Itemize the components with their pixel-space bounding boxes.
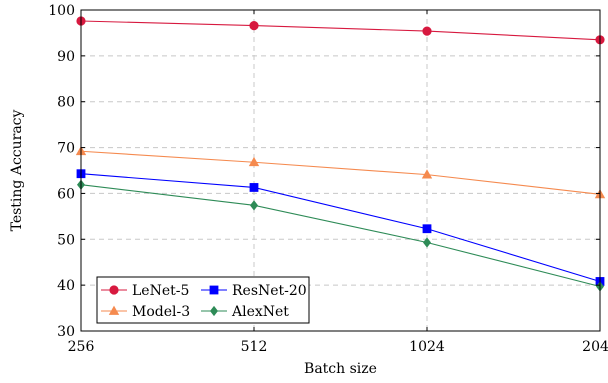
series-line	[80, 150, 601, 195]
data-point	[422, 26, 432, 36]
grid	[81, 10, 600, 331]
data-point	[422, 224, 432, 234]
y-tick-label: 80	[57, 95, 75, 111]
legend-marker	[209, 305, 219, 317]
legend-marker	[108, 305, 120, 315]
series-model-3	[75, 145, 606, 199]
axis-ticks: 30 40 50 60 70 80 90 100 256 512 1024 2048	[48, 3, 608, 355]
plot-frame	[80, 9, 601, 332]
legend-box	[96, 276, 310, 324]
data-point	[249, 20, 259, 31]
legend-item: ResNet-20	[201, 283, 307, 299]
legend-item: Model-3	[101, 304, 190, 320]
data-point	[248, 156, 260, 167]
x-tick-label: 2048	[582, 339, 608, 355]
series-lenet-5	[76, 16, 605, 45]
series-line	[80, 20, 601, 41]
y-tick-label: 90	[57, 49, 75, 65]
data-point	[249, 183, 259, 192]
legend: LeNet-5 ResNet-20 Model-3 AlexNet	[96, 276, 310, 324]
x-tick-label: 256	[68, 339, 95, 355]
x-tick-label: 512	[241, 339, 268, 355]
series-resnet-20	[76, 169, 605, 286]
x-axis-title: Batch size	[304, 361, 377, 377]
y-tick-label: 100	[48, 3, 75, 19]
x-tick-label: 1024	[409, 339, 445, 355]
y-tick-label: 70	[57, 141, 75, 157]
y-tick-label: 30	[57, 324, 75, 340]
legend-marker	[109, 285, 119, 295]
legend-label: AlexNet	[231, 304, 289, 320]
series-lines	[75, 16, 606, 292]
data-point	[421, 169, 433, 179]
series-line	[80, 184, 601, 288]
y-tick-label: 40	[57, 278, 75, 294]
series-line	[80, 173, 601, 283]
legend-item: AlexNet	[201, 304, 289, 320]
series-alexnet	[76, 179, 605, 292]
y-axis-title: Testing Accuracy	[9, 109, 25, 231]
y-tick-label: 60	[57, 186, 75, 202]
legend-label: ResNet-20	[232, 283, 307, 299]
data-point	[249, 200, 259, 211]
legend-marker	[209, 285, 219, 295]
legend-item: LeNet-5	[101, 283, 189, 299]
y-tick-label: 50	[57, 232, 75, 248]
data-point	[422, 237, 432, 248]
legend-label: LeNet-5	[132, 283, 189, 299]
legend-label: Model-3	[132, 304, 190, 320]
